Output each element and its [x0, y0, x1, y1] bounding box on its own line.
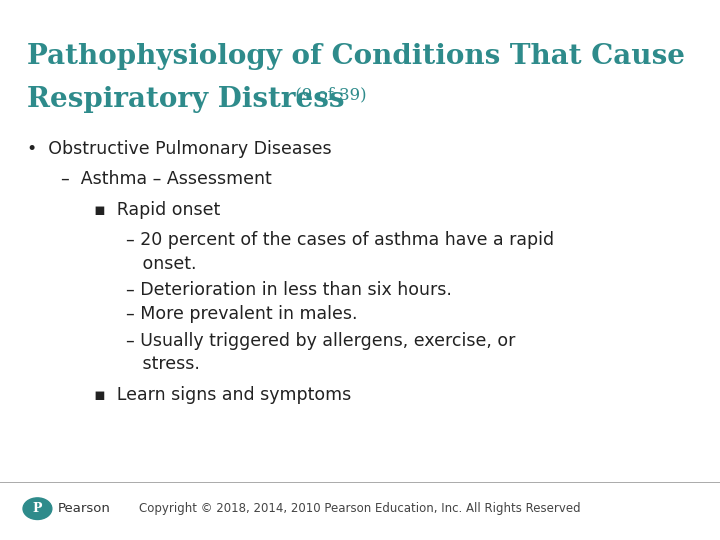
Text: – Deterioration in less than six hours.: – Deterioration in less than six hours.: [126, 281, 452, 299]
Text: Pathophysiology of Conditions That Cause: Pathophysiology of Conditions That Cause: [27, 43, 685, 70]
Text: onset.: onset.: [126, 255, 197, 273]
Text: ▪  Rapid onset: ▪ Rapid onset: [94, 201, 220, 219]
Text: Copyright © 2018, 2014, 2010 Pearson Education, Inc. All Rights Reserved: Copyright © 2018, 2014, 2010 Pearson Edu…: [139, 502, 581, 515]
Text: Respiratory Distress: Respiratory Distress: [27, 86, 345, 113]
Text: •  Obstructive Pulmonary Diseases: • Obstructive Pulmonary Diseases: [27, 140, 332, 158]
Text: stress.: stress.: [126, 355, 200, 373]
Text: – Usually triggered by allergens, exercise, or: – Usually triggered by allergens, exerci…: [126, 332, 516, 349]
Text: P: P: [32, 502, 42, 515]
Circle shape: [23, 498, 52, 519]
Text: ▪  Learn signs and symptoms: ▪ Learn signs and symptoms: [94, 386, 351, 404]
Text: – More prevalent in males.: – More prevalent in males.: [126, 305, 358, 323]
Text: –  Asthma – Assessment: – Asthma – Assessment: [61, 170, 272, 188]
Text: – 20 percent of the cases of asthma have a rapid: – 20 percent of the cases of asthma have…: [126, 231, 554, 249]
Text: Pearson: Pearson: [58, 502, 110, 515]
Text: (9 of 39): (9 of 39): [290, 86, 366, 103]
